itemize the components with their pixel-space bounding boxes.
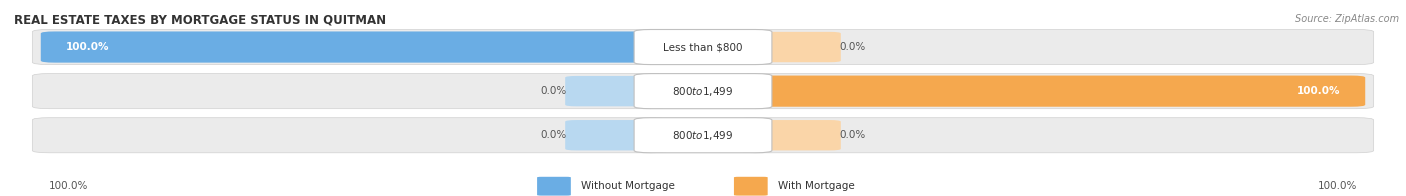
Text: 100.0%: 100.0%	[1317, 181, 1357, 191]
Text: Less than $800: Less than $800	[664, 42, 742, 52]
FancyBboxPatch shape	[41, 32, 659, 63]
FancyBboxPatch shape	[755, 32, 841, 62]
Text: 100.0%: 100.0%	[1296, 86, 1340, 96]
Text: $800 to $1,499: $800 to $1,499	[672, 85, 734, 98]
Text: 0.0%: 0.0%	[540, 86, 567, 96]
FancyBboxPatch shape	[565, 120, 651, 151]
Text: 0.0%: 0.0%	[540, 130, 567, 140]
Text: REAL ESTATE TAXES BY MORTGAGE STATUS IN QUITMAN: REAL ESTATE TAXES BY MORTGAGE STATUS IN …	[14, 14, 387, 27]
Text: Without Mortgage: Without Mortgage	[581, 181, 675, 191]
Text: 100.0%: 100.0%	[49, 181, 89, 191]
FancyBboxPatch shape	[32, 118, 668, 153]
FancyBboxPatch shape	[747, 76, 1365, 107]
Text: With Mortgage: With Mortgage	[778, 181, 855, 191]
FancyBboxPatch shape	[734, 177, 768, 196]
Text: 0.0%: 0.0%	[839, 42, 866, 52]
FancyBboxPatch shape	[634, 118, 772, 153]
FancyBboxPatch shape	[755, 120, 841, 151]
FancyBboxPatch shape	[634, 74, 772, 109]
FancyBboxPatch shape	[738, 74, 1374, 109]
FancyBboxPatch shape	[738, 118, 1374, 153]
Text: Source: ZipAtlas.com: Source: ZipAtlas.com	[1295, 14, 1399, 24]
FancyBboxPatch shape	[634, 30, 772, 65]
Text: 100.0%: 100.0%	[66, 42, 110, 52]
Text: $800 to $1,499: $800 to $1,499	[672, 129, 734, 142]
FancyBboxPatch shape	[32, 74, 668, 109]
FancyBboxPatch shape	[537, 177, 571, 196]
FancyBboxPatch shape	[565, 76, 651, 106]
FancyBboxPatch shape	[738, 30, 1374, 65]
Text: 0.0%: 0.0%	[839, 130, 866, 140]
FancyBboxPatch shape	[32, 30, 668, 65]
